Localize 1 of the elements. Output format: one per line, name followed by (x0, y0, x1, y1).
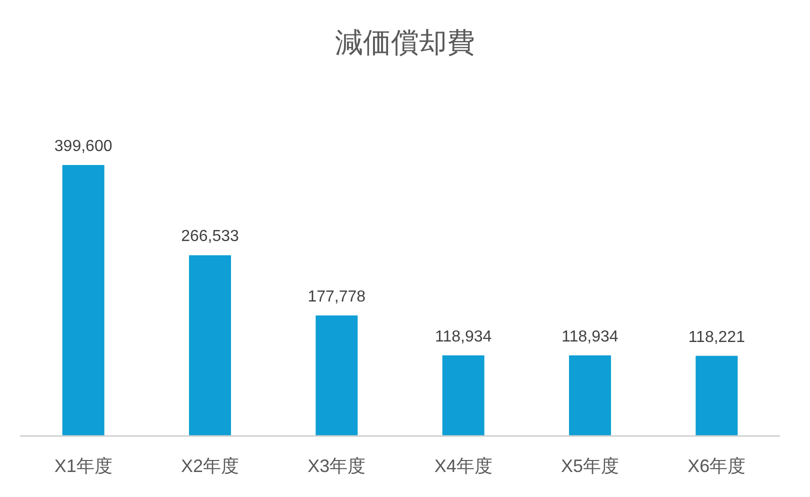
title: 減価償却費 (335, 27, 475, 58)
